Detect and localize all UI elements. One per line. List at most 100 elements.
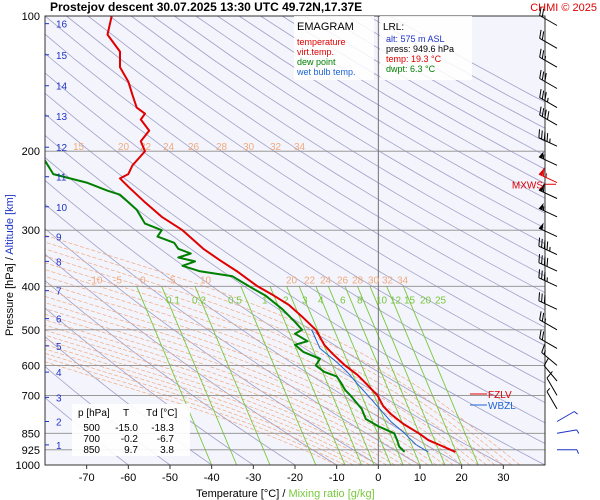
barb-flag: [541, 130, 543, 140]
barb-shaft: [546, 377, 558, 396]
table-row-p: 700: [83, 434, 100, 445]
moist-adiabat: [45, 319, 412, 465]
wind-barbs: [538, 6, 580, 454]
barb-flag: [542, 183, 545, 193]
barb-flag: [539, 89, 542, 98]
barb-half-flag: [544, 318, 547, 323]
background-grid: 15 20 22 24 26 28 30 32 34-10 -5 0 5 10 20 22 24 26 28 30 3…: [45, 16, 545, 465]
moist-adiabat-label: 5: [170, 275, 176, 286]
level-table: p [hPa] T Td [°C] 500 -15.0 -18.3 700 -0…: [72, 404, 190, 456]
barb-pennant: [538, 222, 544, 230]
moist-adiabat: [45, 269, 479, 465]
wbzl-label: WBZL: [488, 401, 516, 412]
barb-flag: [541, 50, 545, 59]
barb-half-flag: [574, 411, 578, 415]
dry-adiabat: [45, 92, 545, 424]
x-tick-label: -20: [287, 472, 303, 484]
moist-adiabat-label: 28: [352, 275, 364, 286]
moist-adiabat: [45, 334, 387, 465]
barb-half-flag: [542, 154, 545, 159]
barb-flag: [541, 8, 545, 18]
moist-adiabat-label: 20: [118, 142, 130, 153]
barb-flag: [541, 238, 543, 248]
x-tick-label: -10: [329, 472, 345, 484]
barb-pennant: [538, 151, 544, 159]
wind-barb: [539, 48, 558, 68]
barb-shaft: [539, 337, 558, 349]
moist-adiabat: [45, 329, 396, 465]
barb-shaft: [556, 429, 577, 434]
barb-flag: [543, 240, 546, 249]
wind-barb: [539, 29, 558, 49]
moist-adiabat-label: 22: [304, 275, 316, 286]
moist-adiabat: [45, 313, 421, 465]
mixing-ratio-line: [161, 286, 238, 465]
mixing-ratio-label: 10: [376, 295, 388, 306]
barb-flag: [546, 241, 549, 250]
table-row-td: 3.8: [160, 445, 174, 456]
barb-flag: [546, 371, 553, 379]
barb-shaft: [538, 189, 558, 199]
altitude-tick-label: 10: [56, 203, 68, 214]
moist-adiabat: [45, 276, 471, 465]
lrl-altitude: alt: 575 m ASL: [386, 34, 445, 44]
mixing-ratio-label: 25: [435, 295, 447, 306]
altitude-tick-label: 11: [56, 173, 67, 184]
barb-shaft: [539, 114, 558, 126]
table-row-p: 850: [83, 445, 100, 456]
moist-adiabat-label: 15: [73, 142, 85, 153]
wind-barb: [557, 449, 579, 454]
moist-adiabat-label: 32: [270, 142, 282, 153]
dry-adiabat: [109, 16, 545, 294]
curve-wet-bulb-temp-: [311, 329, 429, 453]
x-tick-label: -60: [120, 472, 136, 484]
dry-adiabat: [66, 16, 545, 328]
x-tick-label: -30: [245, 472, 261, 484]
moist-adiabat: [45, 289, 454, 465]
moist-adiabat-label: 10: [200, 275, 212, 286]
moist-adiabat: [45, 357, 346, 465]
barb-flag: [546, 111, 550, 120]
altitude-tick-label: 14: [56, 82, 68, 93]
chart-marks: 1002003004005006007008509251000123456789…: [16, 11, 556, 484]
barb-shaft: [538, 262, 558, 272]
barb-half-flag: [543, 350, 546, 355]
barb-flag: [541, 344, 545, 353]
moist-adiabat-label: 34: [294, 142, 306, 153]
barb-pennant: [538, 184, 544, 192]
wind-barb: [539, 106, 558, 126]
dry-adiabat: [217, 16, 545, 214]
dry-adiabat: [45, 52, 545, 384]
barb-flag: [538, 129, 541, 138]
wind-barb: [538, 129, 558, 147]
barb-flag: [539, 311, 542, 320]
lrl-dewpoint: dwpt: 6.3 °C: [386, 64, 436, 74]
barb-half-flag: [546, 97, 549, 103]
wind-barb: [538, 292, 558, 310]
moist-adiabat: [45, 308, 429, 465]
curve-dew-point: [45, 158, 406, 453]
y-axis-title: Pressure [hPa] / Altitude [km]: [4, 194, 16, 336]
barb-flag: [541, 31, 545, 40]
legend-virtual-temp: virt.temp.: [297, 47, 334, 57]
wind-barb: [538, 269, 558, 287]
dry-adiabat: [152, 16, 545, 261]
wind-barb: [538, 222, 558, 238]
moist-adiabat-label: 0: [140, 275, 146, 286]
mixing-ratio-label: 2: [283, 295, 289, 306]
x-tick-label: -50: [162, 472, 178, 484]
altitude-tick-label: 1: [56, 441, 62, 452]
mixing-ratio-line: [344, 286, 421, 465]
table-row-td: -6.7: [157, 434, 175, 445]
pressure-tick-label: 100: [22, 11, 40, 23]
barb-half-flag: [576, 429, 580, 434]
wind-barb: [539, 329, 558, 349]
mixing-ratio-line: [327, 286, 404, 465]
mixing-ratio-label: 0.2: [192, 295, 206, 306]
barb-shaft: [546, 391, 558, 410]
barb-shaft: [539, 78, 558, 89]
barb-flag: [541, 293, 543, 303]
mixing-ratio-line: [136, 286, 213, 465]
barb-flag: [541, 312, 545, 322]
